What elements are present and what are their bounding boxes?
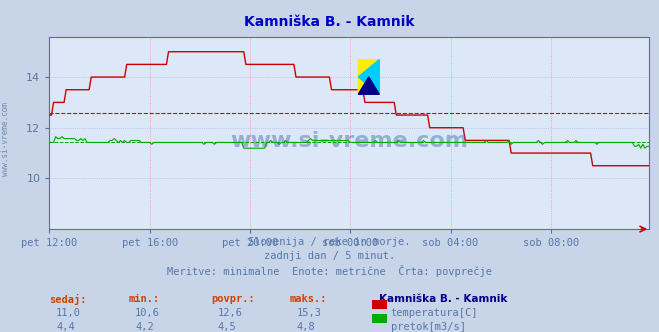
- Text: temperatura[C]: temperatura[C]: [391, 308, 478, 318]
- Text: www.si-vreme.com: www.si-vreme.com: [1, 103, 10, 176]
- Text: 4,5: 4,5: [217, 322, 236, 332]
- Text: min.:: min.:: [129, 294, 159, 304]
- Text: povpr.:: povpr.:: [211, 294, 254, 304]
- Text: 12,6: 12,6: [217, 308, 243, 318]
- Text: sedaj:: sedaj:: [49, 294, 87, 305]
- Polygon shape: [358, 77, 380, 94]
- Text: Slovenija / reke in morje.: Slovenija / reke in morje.: [248, 237, 411, 247]
- Text: Kamniška B. - Kamnik: Kamniška B. - Kamnik: [379, 294, 507, 304]
- Text: www.si-vreme.com: www.si-vreme.com: [230, 130, 469, 150]
- Text: 4,4: 4,4: [56, 322, 74, 332]
- Text: 10,6: 10,6: [135, 308, 160, 318]
- Text: 11,0: 11,0: [56, 308, 81, 318]
- Text: pretok[m3/s]: pretok[m3/s]: [391, 322, 466, 332]
- Text: Meritve: minimalne  Enote: metrične  Črta: povprečje: Meritve: minimalne Enote: metrične Črta:…: [167, 265, 492, 277]
- Text: Kamniška B. - Kamnik: Kamniška B. - Kamnik: [244, 15, 415, 29]
- Polygon shape: [358, 60, 380, 94]
- Text: 15,3: 15,3: [297, 308, 322, 318]
- Text: 4,8: 4,8: [297, 322, 315, 332]
- Text: maks.:: maks.:: [290, 294, 328, 304]
- Text: zadnji dan / 5 minut.: zadnji dan / 5 minut.: [264, 251, 395, 261]
- Text: 4,2: 4,2: [135, 322, 154, 332]
- Polygon shape: [358, 60, 380, 94]
